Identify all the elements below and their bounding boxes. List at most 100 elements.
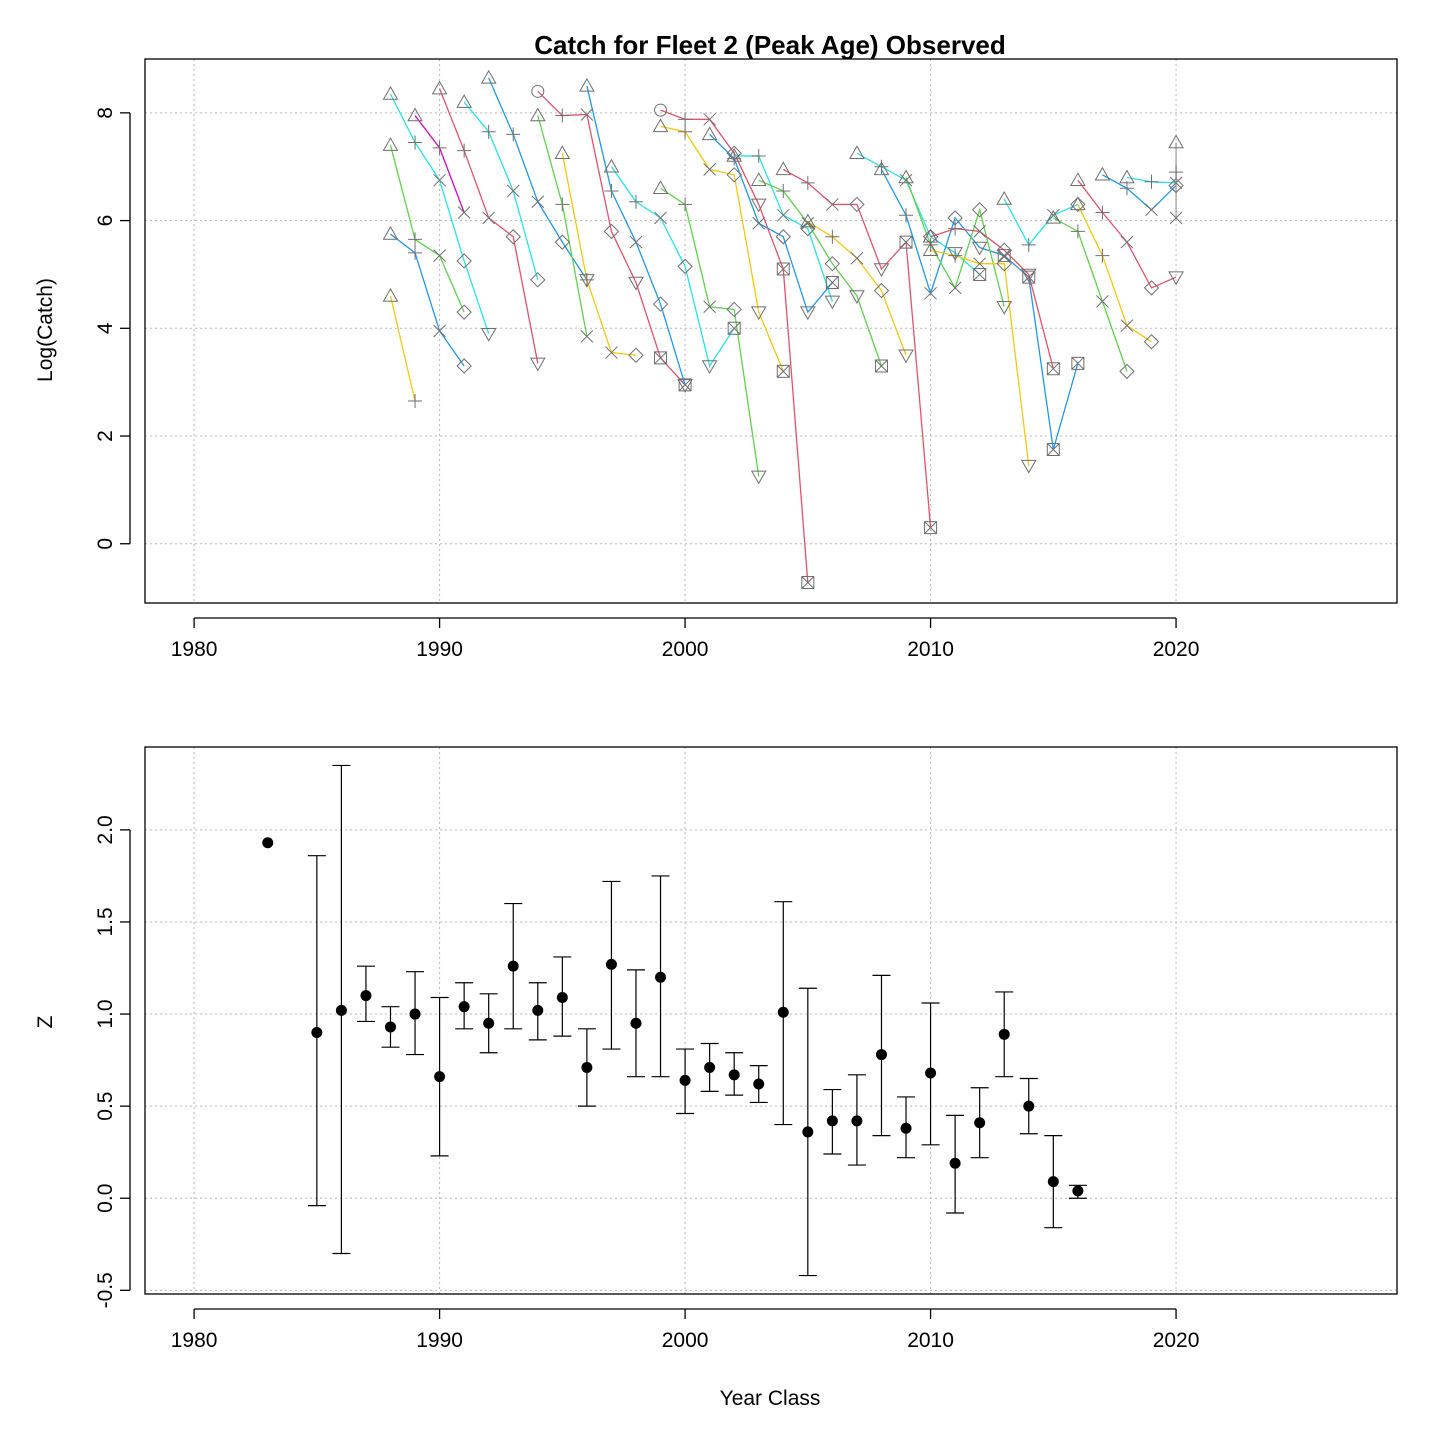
- triangle-point: [382, 226, 399, 240]
- diamond-point: [677, 258, 693, 275]
- plus-point: [899, 208, 914, 223]
- cohort-line: [1003, 198, 1079, 246]
- triangle-point: [1094, 166, 1111, 181]
- plot-frame: [144, 746, 1398, 1295]
- y-tick-label: 0.5: [94, 1092, 117, 1121]
- inverted-triangle-point: [1168, 271, 1184, 286]
- z-point: [728, 1069, 740, 1081]
- inverted-triangle-point: [1020, 268, 1037, 283]
- z-point: [974, 1117, 986, 1129]
- x-point: [531, 195, 545, 209]
- triangle-point: [701, 126, 718, 141]
- x-tick-label: 1980: [171, 638, 218, 661]
- z-point: [311, 1026, 323, 1038]
- z-point: [434, 1071, 446, 1083]
- x-point: [973, 257, 987, 271]
- triangle-point: [456, 94, 472, 108]
- x-point: [826, 198, 839, 211]
- diamond-point: [873, 282, 890, 299]
- y-tick-label: 2.0: [94, 815, 117, 844]
- triangle-point: [799, 213, 816, 228]
- z-point: [704, 1061, 716, 1073]
- z-point: [556, 991, 568, 1003]
- inverted-triangle-point: [628, 276, 644, 291]
- plus-point: [579, 272, 594, 287]
- triangle-point: [652, 180, 669, 195]
- triangle-point: [873, 161, 890, 176]
- z-point: [655, 971, 667, 983]
- plus-point: [678, 124, 693, 139]
- plus-point: [1095, 205, 1110, 220]
- boxed-x-point: [776, 364, 790, 378]
- x-point: [776, 208, 790, 222]
- boxed-x-point: [924, 521, 938, 535]
- x-point: [433, 324, 446, 338]
- x-point: [973, 225, 987, 238]
- triangle-point: [922, 242, 939, 256]
- inverted-triangle-point: [701, 360, 718, 375]
- triangle-point: [382, 137, 399, 151]
- z-point: [826, 1115, 838, 1127]
- triangle-point: [1119, 169, 1135, 184]
- y-tick-label: 4: [94, 322, 117, 334]
- triangle-point: [579, 77, 595, 92]
- y-tick-label: -0.5: [94, 1272, 117, 1308]
- x-tick-label: 2010: [907, 638, 954, 661]
- inverted-triangle-point: [750, 198, 767, 213]
- cohort-line: [586, 85, 686, 386]
- boxed-x-point: [997, 249, 1011, 263]
- x-tick-label: 2000: [662, 638, 709, 661]
- plus-point: [506, 127, 521, 142]
- x-point: [1169, 211, 1183, 225]
- diamond-point: [1143, 280, 1160, 296]
- plus-point: [628, 194, 643, 209]
- diamond-point: [971, 202, 988, 218]
- z-point: [458, 1001, 470, 1013]
- boxed-x-point: [776, 262, 790, 276]
- cohort-line: [1102, 174, 1177, 211]
- x-point: [433, 249, 446, 262]
- diamond-point: [1070, 196, 1086, 213]
- x-point: [506, 184, 520, 198]
- diamond-point: [530, 272, 546, 288]
- triangle-point: [1045, 209, 1062, 224]
- diamond-point: [1168, 177, 1184, 194]
- diamond-point: [996, 255, 1012, 272]
- boxed-x-point: [825, 276, 839, 290]
- triangle-point: [652, 118, 669, 133]
- z-point: [335, 1004, 347, 1016]
- cohort-line: [561, 153, 637, 356]
- x-tick-label: 2000: [662, 1329, 709, 1352]
- triangle-point: [529, 107, 546, 122]
- boxed-x-point: [654, 351, 668, 365]
- circle-point: [531, 84, 545, 98]
- z-point: [1023, 1100, 1035, 1112]
- cohort-line: [930, 249, 1030, 466]
- plus-point: [825, 229, 840, 244]
- z-point: [605, 958, 617, 970]
- z-point: [875, 1049, 887, 1061]
- diamond-point: [1119, 363, 1135, 380]
- diamond-point: [726, 167, 742, 183]
- cohort-line: [389, 295, 416, 402]
- z-point: [262, 837, 274, 849]
- x-tick-label: 2020: [1153, 1329, 1200, 1352]
- cohort-line: [537, 115, 588, 337]
- plus-point: [1021, 237, 1036, 252]
- triangle-point: [1070, 196, 1086, 211]
- x-point: [850, 251, 864, 265]
- cohort-line: [1077, 204, 1152, 343]
- boxed-x-point: [1046, 362, 1060, 376]
- triangle-point: [554, 145, 571, 160]
- diamond-point: [849, 196, 865, 213]
- plus-point: [555, 108, 570, 123]
- y-axis-label-top: Log(Catch): [34, 278, 57, 382]
- y-tick-label: 1.5: [94, 907, 117, 936]
- z-point: [483, 1017, 495, 1029]
- inverted-triangle-point: [677, 379, 693, 393]
- x-point: [752, 216, 766, 230]
- triangle-point: [603, 158, 620, 173]
- boxed-x-point: [678, 378, 692, 392]
- x-point: [924, 286, 937, 300]
